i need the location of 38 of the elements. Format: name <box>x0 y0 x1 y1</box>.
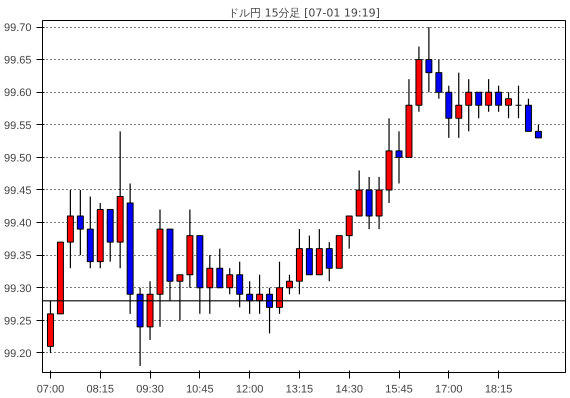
x-tick-label: 18:15 <box>484 384 512 396</box>
candlestick <box>326 242 333 282</box>
candlestick <box>396 130 402 184</box>
y-tick-label: 99.25 <box>4 315 32 328</box>
candlestick <box>465 78 472 132</box>
y-tick-label: 99.20 <box>4 348 32 360</box>
y-tick-label: 99.65 <box>4 54 32 67</box>
x-tick-label: 12:00 <box>236 384 264 396</box>
candlestick <box>534 124 542 138</box>
candlestick <box>286 274 293 295</box>
x-tick-label: 15:45 <box>385 384 413 396</box>
y-tick-label: 99.50 <box>4 152 32 164</box>
candlestick <box>475 92 482 119</box>
chart-title: ドル円 15分足 [07-01 19:19] <box>228 6 380 20</box>
y-tick-label: 99.35 <box>4 250 32 262</box>
y-tick-label: 99.60 <box>4 87 32 100</box>
candlestick <box>505 92 512 119</box>
candlestick <box>226 268 234 295</box>
y-tick-label: 99.45 <box>4 184 32 197</box>
x-tick-label: 13:15 <box>286 384 314 396</box>
y-tick-label: 99.40 <box>4 218 32 230</box>
x-tick-label: 08:15 <box>86 384 114 396</box>
candlestick <box>435 59 442 100</box>
x-tick-label: 14:30 <box>335 384 363 396</box>
candlestick <box>216 248 224 288</box>
y-tick-label: 99.55 <box>4 120 32 132</box>
candlestick <box>515 85 522 119</box>
x-tick-label: 07:00 <box>36 384 64 396</box>
x-tick-label: 17:00 <box>435 384 463 396</box>
y-tick-label: 99.30 <box>4 282 32 295</box>
candlestick <box>495 85 502 112</box>
candlestick <box>346 215 353 250</box>
x-tick-label: 09:30 <box>136 384 164 396</box>
y-tick-label: 99.70 <box>4 22 32 34</box>
x-tick-label: 10:45 <box>186 384 214 396</box>
candlestick <box>455 72 462 138</box>
candlestick <box>485 78 492 112</box>
candlestick <box>76 189 84 256</box>
